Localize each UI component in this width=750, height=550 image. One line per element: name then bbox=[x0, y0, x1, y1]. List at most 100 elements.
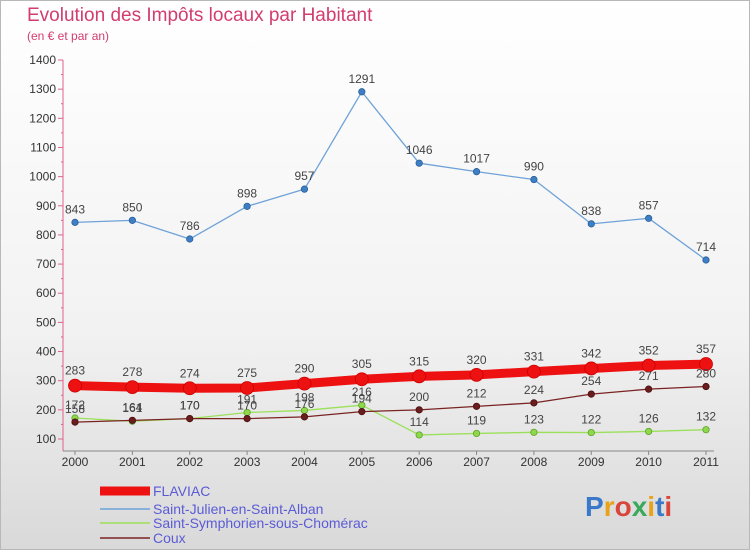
data-label: 198 bbox=[294, 390, 314, 404]
x-tick-label: 2000 bbox=[62, 455, 89, 469]
x-tick-label: 2003 bbox=[234, 455, 261, 469]
data-label: 119 bbox=[467, 413, 486, 427]
data-point bbox=[300, 413, 309, 421]
data-label: 357 bbox=[696, 342, 716, 356]
data-label: 850 bbox=[122, 200, 142, 214]
x-tick-label: 2005 bbox=[348, 455, 375, 469]
logo-letter: x bbox=[632, 491, 648, 522]
data-point bbox=[702, 426, 710, 434]
data-label: 838 bbox=[581, 204, 601, 218]
data-label: 290 bbox=[294, 362, 314, 376]
data-label: 1017 bbox=[463, 152, 490, 166]
data-label: 161 bbox=[122, 401, 142, 415]
y-tick-label: 1400 bbox=[29, 53, 56, 67]
data-point bbox=[300, 185, 309, 193]
data-point bbox=[415, 431, 423, 439]
series-line bbox=[74, 404, 707, 436]
data-point bbox=[472, 402, 481, 410]
data-label: 283 bbox=[65, 364, 85, 378]
data-label: 164 bbox=[122, 400, 142, 414]
data-label: 331 bbox=[524, 350, 544, 364]
y-tick-label: 600 bbox=[36, 286, 56, 300]
data-label: 170 bbox=[237, 399, 257, 413]
data-label: 898 bbox=[237, 186, 257, 200]
logo-letter: P bbox=[585, 491, 604, 522]
data-label: 216 bbox=[352, 385, 372, 399]
y-tick-label: 1200 bbox=[29, 111, 56, 125]
y-tick-label: 1000 bbox=[29, 170, 56, 184]
data-label: 957 bbox=[294, 169, 314, 183]
data-label: 132 bbox=[696, 410, 716, 424]
x-tick-label: 2006 bbox=[406, 455, 433, 469]
logo-letter: i bbox=[664, 491, 672, 522]
data-label: 990 bbox=[524, 160, 544, 174]
data-point bbox=[240, 381, 254, 395]
data-label: 271 bbox=[639, 369, 659, 383]
data-point bbox=[530, 399, 538, 407]
data-point bbox=[186, 235, 194, 243]
data-label: 212 bbox=[467, 386, 487, 400]
data-point bbox=[243, 414, 251, 423]
x-tick-label: 2009 bbox=[578, 455, 605, 469]
data-point bbox=[186, 414, 194, 423]
data-label: 126 bbox=[639, 411, 659, 425]
data-label: 254 bbox=[581, 374, 601, 388]
data-point bbox=[469, 367, 484, 382]
data-label: 857 bbox=[639, 198, 659, 212]
logo-letter: r bbox=[604, 491, 615, 522]
data-point bbox=[297, 376, 312, 391]
data-point bbox=[645, 427, 653, 436]
data-label: 342 bbox=[581, 346, 601, 360]
data-point bbox=[587, 390, 595, 398]
y-tick-label: 1300 bbox=[29, 82, 56, 96]
legend-label: Saint-Julien-en-Saint-Alban bbox=[153, 501, 323, 517]
x-tick-label: 2002 bbox=[176, 455, 203, 469]
data-point bbox=[358, 88, 366, 96]
data-label: 170 bbox=[180, 399, 200, 413]
data-point bbox=[587, 220, 595, 228]
x-tick-label: 2001 bbox=[119, 455, 146, 469]
data-point bbox=[645, 214, 653, 222]
data-point bbox=[243, 202, 251, 210]
chart-subtitle: (en € et par an) bbox=[27, 29, 110, 43]
y-tick-label: 400 bbox=[36, 345, 56, 359]
data-label: 170 bbox=[180, 399, 200, 413]
data-label: 274 bbox=[180, 366, 200, 380]
data-point bbox=[645, 385, 653, 393]
legend-label: FLAVIAC bbox=[153, 483, 210, 499]
data-label: 352 bbox=[639, 344, 659, 358]
data-point bbox=[415, 159, 423, 167]
chart-title: Evolution des Impôts locaux par Habitant bbox=[27, 5, 373, 26]
data-label: 122 bbox=[581, 413, 601, 427]
data-label: 278 bbox=[122, 365, 142, 379]
y-tick-label: 700 bbox=[36, 257, 56, 271]
data-label: 176 bbox=[294, 397, 314, 411]
data-label: 114 bbox=[410, 415, 429, 429]
data-label: 200 bbox=[409, 390, 429, 404]
data-point bbox=[699, 357, 713, 371]
x-tick-label: 2007 bbox=[463, 455, 490, 469]
data-label: 1046 bbox=[406, 143, 433, 157]
logo-letter: i bbox=[647, 491, 655, 522]
legend-label: Coux bbox=[153, 530, 186, 546]
data-point bbox=[412, 369, 427, 384]
y-tick-label: 800 bbox=[36, 228, 56, 242]
x-tick-label: 2004 bbox=[291, 455, 318, 469]
data-label: 191 bbox=[237, 392, 257, 406]
series-saint-symphorien-sous-chom-rac bbox=[71, 401, 710, 439]
data-point bbox=[125, 380, 140, 395]
data-label: 714 bbox=[696, 240, 716, 254]
data-point bbox=[702, 382, 710, 391]
logo-letter: o bbox=[615, 491, 632, 522]
data-label: 123 bbox=[524, 412, 544, 426]
series-line bbox=[74, 385, 707, 423]
data-point bbox=[71, 418, 79, 426]
data-label: 1291 bbox=[348, 72, 375, 86]
data-label: 315 bbox=[409, 354, 429, 368]
data-point bbox=[68, 378, 82, 393]
data-labels: 843 850 786 898 957 1291 1046 1017 990 838 857 714 1… bbox=[65, 72, 716, 429]
data-point bbox=[472, 429, 481, 438]
data-point bbox=[702, 256, 710, 264]
x-tick-label: 2008 bbox=[521, 455, 548, 469]
